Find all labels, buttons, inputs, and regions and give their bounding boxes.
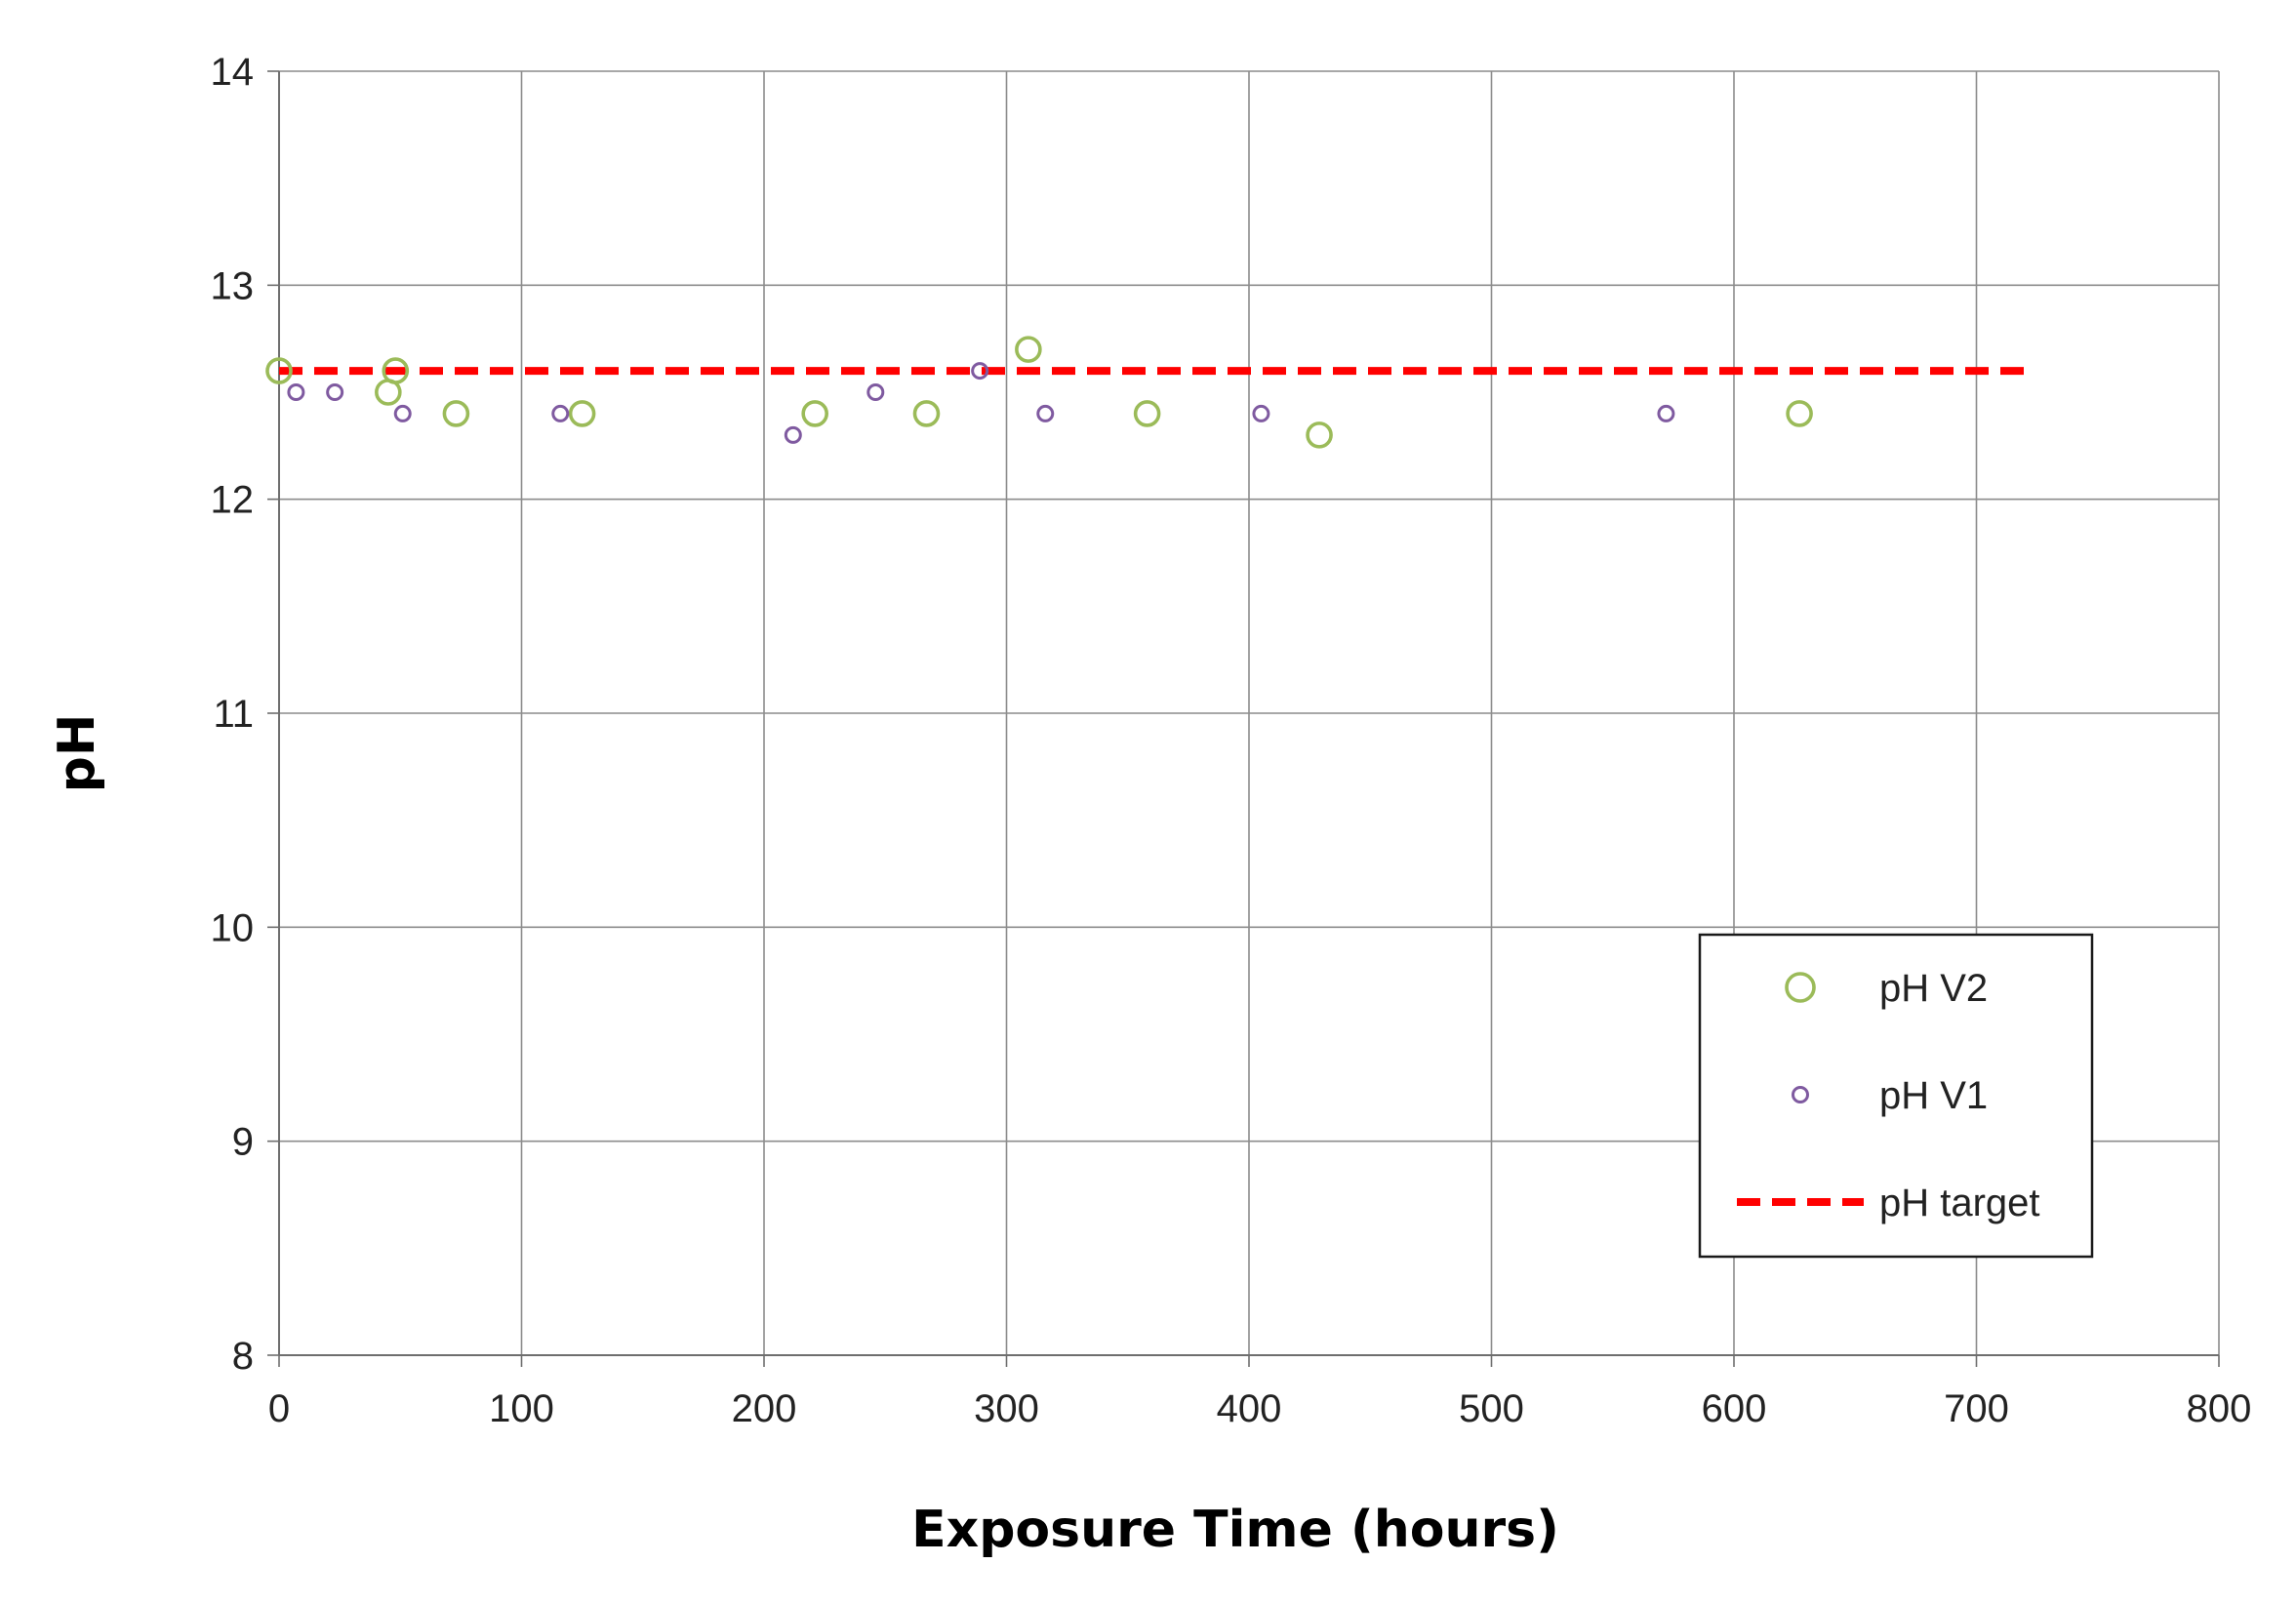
legend-swatch-circle — [1792, 1086, 1809, 1103]
data-point-ph-v2 — [442, 400, 470, 427]
data-points — [265, 336, 1813, 449]
legend-label: pH target — [1879, 1182, 2040, 1224]
legend: pH V2 pH V1 pH target — [1698, 933, 2094, 1259]
x-axis-title: Exposure Time (hours) — [911, 1501, 1559, 1559]
tick-labels: 0 100 200 300 400 500 600 700 800 8 9 10 11 12 13 14 — [211, 51, 2252, 1430]
data-point-ph-v2 — [1786, 400, 1813, 427]
y-tick-label: 12 — [211, 479, 255, 522]
data-point-ph-v1 — [287, 383, 305, 401]
y-axis-title: pH — [48, 714, 106, 793]
y-tick-label: 13 — [211, 264, 255, 307]
data-point-ph-v1 — [866, 383, 885, 401]
x-tick-label: 0 — [268, 1387, 290, 1430]
data-point-ph-v1 — [1657, 404, 1675, 422]
x-tick-label: 700 — [1944, 1387, 2009, 1430]
data-point-ph-v1 — [784, 425, 802, 444]
data-point-ph-v2 — [1015, 336, 1042, 363]
y-tick-label: 9 — [232, 1121, 254, 1164]
data-point-ph-v1 — [1252, 404, 1270, 422]
y-tick-label: 14 — [211, 51, 255, 94]
data-point-ph-v2 — [1306, 421, 1333, 449]
y-tick-label: 10 — [211, 906, 255, 949]
grid-lines — [279, 70, 2220, 1355]
data-point-ph-v2 — [1133, 400, 1161, 427]
x-tick-label: 300 — [974, 1387, 1039, 1430]
y-tick-label: 11 — [213, 693, 254, 736]
x-tick-label: 600 — [1702, 1387, 1767, 1430]
data-point-ph-v1 — [393, 404, 412, 422]
data-point-ph-v2 — [382, 357, 410, 384]
data-point-ph-v1 — [551, 404, 570, 422]
y-tick-label: 8 — [232, 1335, 254, 1378]
x-tick-label: 100 — [489, 1387, 554, 1430]
data-point-ph-v1 — [326, 383, 344, 401]
data-point-ph-v2 — [265, 357, 293, 384]
legend-items: pH V2 pH V1 pH target — [1737, 967, 2040, 1224]
x-tick-label: 500 — [1459, 1387, 1524, 1430]
legend-box — [1698, 933, 2094, 1259]
x-tick-label: 800 — [2187, 1387, 2252, 1430]
data-point-ph-v2 — [568, 400, 596, 427]
legend-label: pH V2 — [1879, 967, 1988, 1010]
legend-swatch-circle — [1785, 972, 1816, 1003]
x-tick-label: 200 — [732, 1387, 797, 1430]
x-tick-label: 400 — [1217, 1387, 1282, 1430]
data-point-ph-v2 — [912, 400, 941, 427]
data-point-ph-v1 — [1036, 404, 1055, 422]
data-point-ph-v2 — [801, 400, 828, 427]
legend-label: pH V1 — [1879, 1074, 1988, 1117]
data-point-ph-v1 — [971, 362, 989, 381]
axes — [267, 70, 2220, 1367]
